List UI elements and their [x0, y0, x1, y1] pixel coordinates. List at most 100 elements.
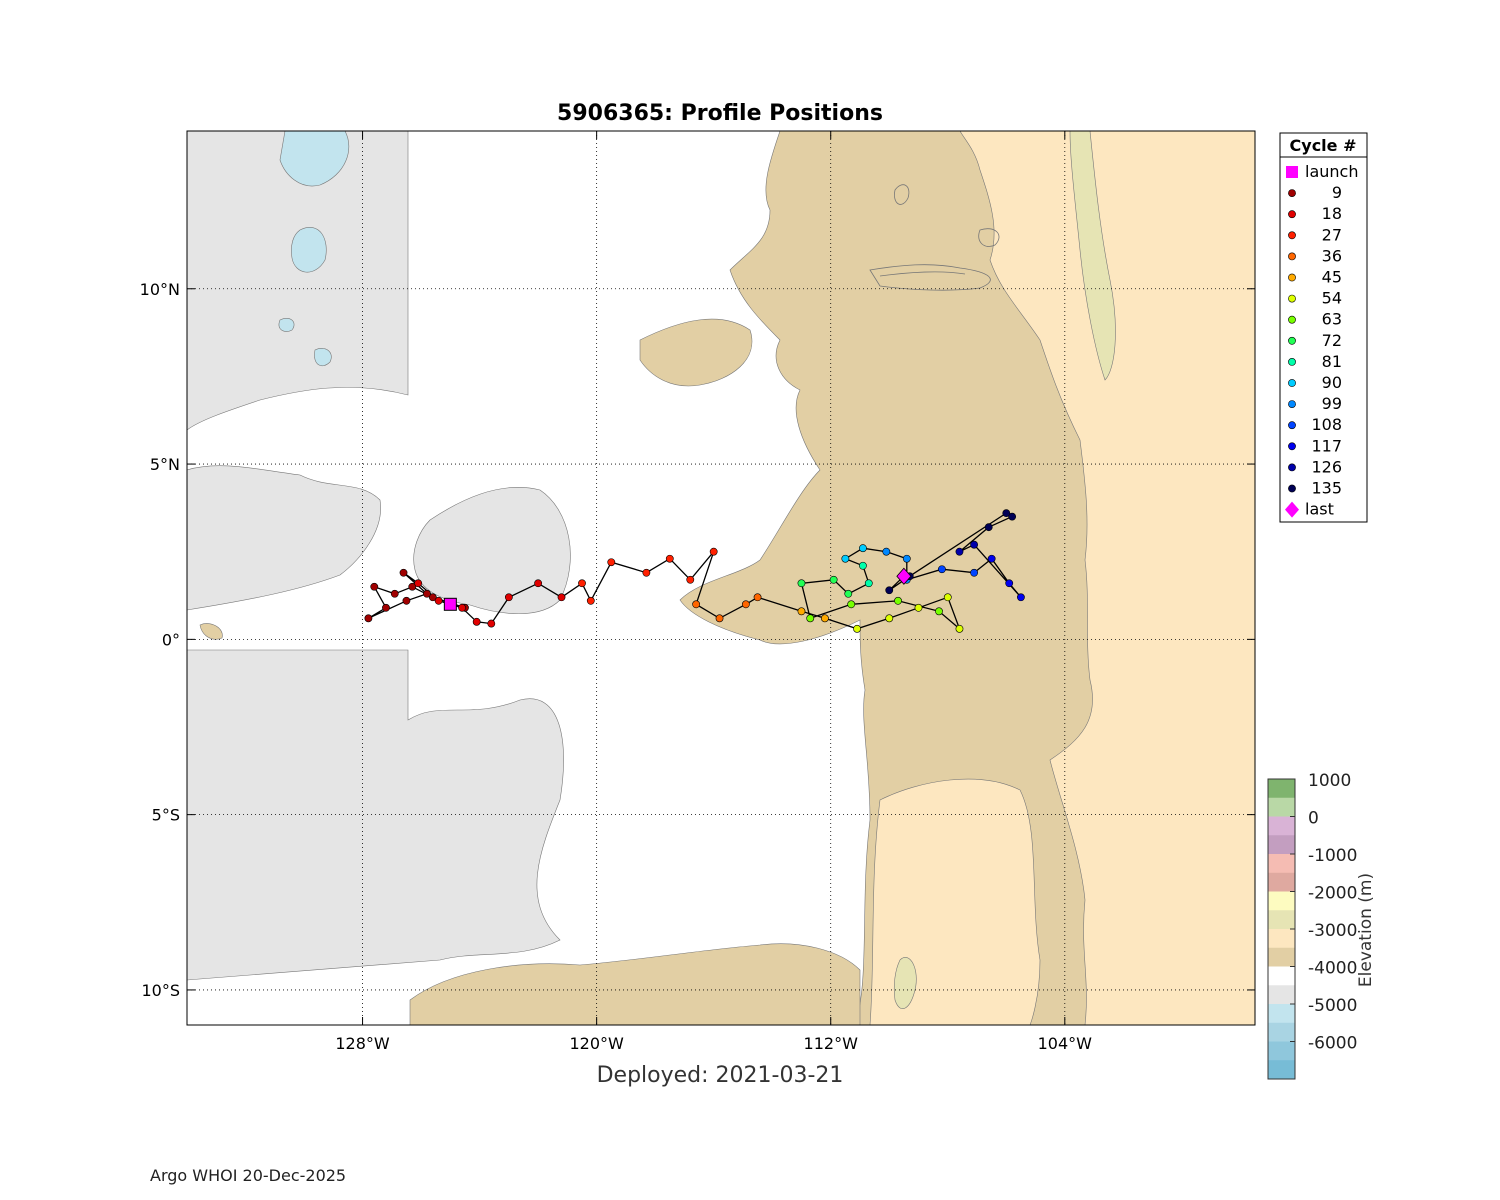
profile-point — [458, 603, 466, 612]
legend-cycle-symbol — [1288, 336, 1296, 345]
profile-point — [894, 596, 902, 605]
legend-label: launch — [1305, 162, 1358, 181]
legend-label: 72 — [1322, 331, 1342, 350]
legend-label: 90 — [1322, 373, 1342, 392]
profile-point — [399, 568, 408, 577]
profile-point — [806, 614, 815, 623]
colorbar-swatch — [1268, 891, 1295, 911]
profile-point — [753, 593, 762, 602]
profile-point — [382, 603, 390, 612]
legend-launch-symbol — [1286, 166, 1298, 178]
deployment-date: Deployed: 2021-03-21 — [596, 1063, 844, 1088]
profile-point — [1005, 579, 1014, 588]
colorbar-swatch — [1268, 872, 1295, 892]
trajectory-line — [368, 512, 1022, 631]
legend-cycle-symbol — [1288, 252, 1296, 261]
profile-point — [853, 624, 861, 633]
legend-label: 54 — [1322, 289, 1342, 308]
profile-point — [504, 593, 513, 602]
colorbar-tick-label: -2000 — [1308, 884, 1357, 904]
legend-cycle-symbol — [1288, 231, 1296, 240]
colorbar-tick-label: -3000 — [1308, 921, 1357, 941]
cycle-legend: Cycle # launch 9 18 27 36 45 54 63 72 81 90 99 108 11… — [1279, 132, 1368, 523]
colorbar-swatch — [1268, 854, 1295, 874]
profile-point — [487, 619, 496, 628]
profile-point — [1017, 593, 1025, 602]
colorbar-swatch — [1268, 816, 1295, 836]
colorbar-swatch — [1268, 929, 1295, 949]
float-trajectory — [368, 512, 1022, 631]
legend-label: 135 — [1311, 479, 1342, 498]
profile-point — [402, 596, 411, 605]
profile-point — [390, 589, 399, 598]
legend-cycle-symbol — [1288, 210, 1296, 219]
profile-point — [885, 586, 894, 595]
profile-point — [844, 589, 853, 598]
profile-point — [534, 579, 543, 588]
legend-label: 45 — [1322, 268, 1342, 287]
colorbar-swatch — [1268, 835, 1295, 855]
profile-point — [864, 579, 873, 588]
colorbar-tick-label: -6000 — [1308, 1034, 1357, 1054]
lat-tick-label: 5°N — [150, 455, 180, 474]
colorbar-label: Elevation (m) — [1356, 872, 1376, 988]
map-title: 5906365: Profile Positions — [557, 101, 883, 126]
legend-cycle-symbol — [1288, 294, 1296, 303]
lat-tick-label: 10°N — [140, 280, 180, 299]
profile-point — [472, 617, 481, 626]
profile-point — [709, 547, 718, 556]
colorbar-swatch — [1268, 1004, 1295, 1024]
profile-point — [902, 554, 911, 563]
legend-cycle-symbol — [1288, 421, 1296, 430]
colorbar-swatch — [1268, 985, 1295, 1005]
legend-cycle-symbol — [1288, 379, 1296, 387]
profile-point — [607, 558, 616, 567]
colorbar-swatch — [1268, 910, 1295, 930]
colorbar-swatch — [1268, 1060, 1295, 1080]
last-position-marker — [896, 567, 912, 585]
colorbar-swatch — [1268, 797, 1295, 817]
colorbar-tick-label: 0 — [1308, 809, 1319, 829]
lat-tick-label: 0° — [162, 630, 180, 649]
profile-point — [847, 600, 856, 609]
colorbar-swatch — [1268, 947, 1295, 967]
profile-point — [1002, 509, 1011, 518]
profile-point — [970, 540, 979, 549]
legend-cycle-symbol — [1288, 273, 1296, 282]
legend-label: last — [1305, 500, 1334, 519]
profile-point — [970, 568, 979, 577]
axis-ticks: 128°W 120°W 112°W 104°W 10°N 5°N 0° 5°S 10°S — [140, 131, 1255, 1053]
profile-point — [859, 544, 867, 553]
lon-tick-label: 112°W — [804, 1034, 859, 1053]
profile-point — [943, 593, 952, 602]
lon-tick-label: 120°W — [569, 1034, 624, 1053]
profile-point — [692, 600, 701, 609]
footer-credit: Argo WHOI 20-Dec-2025 — [150, 1166, 347, 1185]
colorbar-swatch — [1268, 966, 1295, 986]
colorbar-swatch — [1268, 1041, 1295, 1061]
profile-point — [938, 565, 946, 574]
profile-point — [665, 554, 674, 563]
profile-point — [820, 614, 829, 623]
legend-cycle-symbol — [1288, 400, 1296, 408]
profile-point — [423, 589, 431, 598]
legend-cycle-symbol — [1288, 463, 1296, 472]
profile-point — [428, 593, 437, 602]
legend-label: 81 — [1322, 352, 1342, 371]
profile-point — [715, 614, 724, 623]
profile-point — [578, 579, 586, 588]
profile-point — [885, 614, 894, 623]
lon-tick-label: 104°W — [1038, 1034, 1093, 1053]
legend-last-symbol — [1285, 501, 1299, 518]
profile-point — [955, 547, 964, 556]
profile-markers — [364, 509, 1025, 633]
profile-point — [797, 579, 806, 588]
profile-point — [882, 547, 891, 556]
legend-cycle-symbol — [1288, 189, 1296, 197]
legend-label: 117 — [1311, 436, 1342, 455]
profile-point — [557, 593, 566, 602]
legend-label: 63 — [1322, 310, 1342, 329]
legend-cycle-symbol — [1288, 484, 1296, 493]
colorbar-tick-label: 1000 — [1308, 771, 1351, 791]
